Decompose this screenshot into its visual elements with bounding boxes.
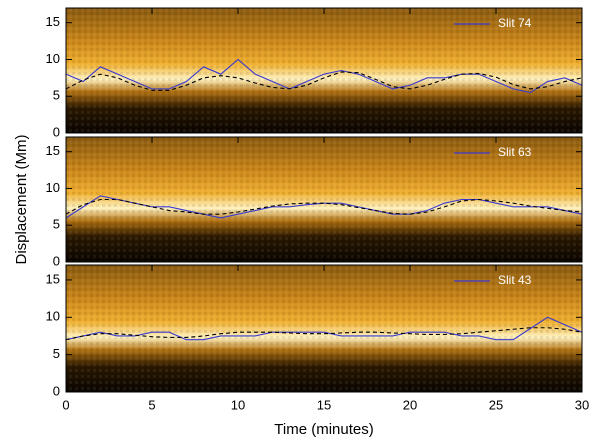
data-line [65, 58, 583, 94]
x-tick-label: 25 [489, 397, 503, 412]
y-tick-label: 5 [53, 346, 60, 361]
y-tick-label: 15 [46, 143, 60, 158]
y-tick-label: 0 [53, 383, 60, 398]
x-tick-label: 30 [575, 397, 589, 412]
legend-label: Slit 74 [498, 16, 532, 30]
x-tick-label: 20 [403, 397, 417, 412]
y-tick-label: 10 [46, 51, 60, 66]
heatmap-texture [66, 137, 582, 262]
x-tick-label: 5 [148, 397, 155, 412]
y-tick-label: 15 [46, 14, 60, 29]
fit-line [65, 327, 583, 341]
data-line [65, 316, 583, 341]
legend-label: Slit 63 [498, 145, 532, 159]
y-tick-label: 0 [53, 253, 60, 268]
y-tick-label: 15 [46, 271, 60, 286]
x-tick-label: 15 [317, 397, 331, 412]
legend-label: Slit 43 [498, 273, 532, 287]
y-tick-label: 5 [53, 217, 60, 232]
x-tick-label: 0 [62, 397, 69, 412]
x-tick-label: 10 [231, 397, 245, 412]
heatmap-texture [66, 265, 582, 392]
y-axis-label: Displacement (Mm) [13, 134, 30, 264]
heatmap-texture [66, 8, 582, 133]
fit-line [65, 71, 583, 91]
y-tick-label: 10 [46, 180, 60, 195]
y-tick-label: 5 [53, 88, 60, 103]
data-line [65, 195, 583, 219]
y-tick-label: 0 [53, 124, 60, 139]
y-tick-label: 10 [46, 309, 60, 324]
x-axis-label: Time (minutes) [274, 421, 373, 438]
